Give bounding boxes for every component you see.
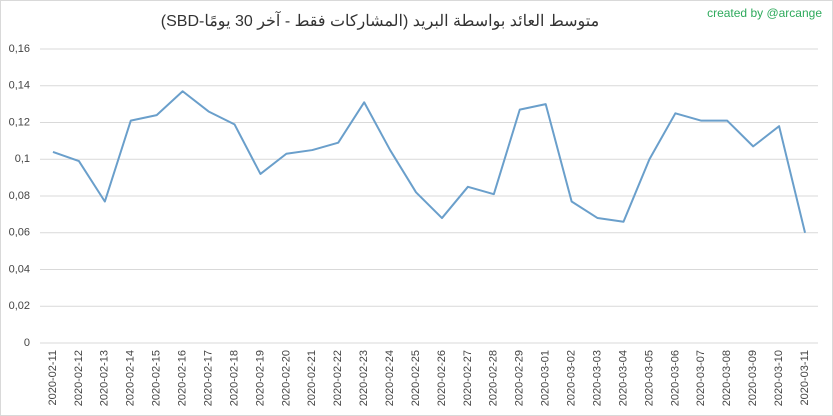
x-tick-label: 2020-02-14	[125, 350, 137, 406]
x-tick-label: 2020-02-28	[488, 350, 500, 406]
x-tick-label: 2020-02-23	[358, 350, 370, 406]
y-tick-label: 0,12	[9, 116, 30, 128]
x-tick-label: 2020-03-02	[566, 350, 578, 406]
x-tick-label: 2020-02-27	[462, 350, 474, 406]
data-line	[52, 90, 807, 233]
x-tick-label: 2020-02-15	[151, 350, 163, 406]
x-tick-label: 2020-02-19	[254, 350, 266, 406]
chart-title: متوسط العائد بواسطة البريد (المشاركات فق…	[161, 10, 599, 30]
x-tick-label: 2020-02-12	[73, 350, 85, 406]
x-tick-label: 2020-03-05	[643, 350, 655, 406]
x-tick-label: 2020-02-24	[384, 350, 396, 406]
y-tick-label: 0,02	[9, 300, 30, 312]
y-tick-label: 0,14	[9, 80, 30, 92]
x-tick-label: 2020-02-20	[280, 350, 292, 406]
x-tick-label: 2020-02-22	[332, 350, 344, 406]
x-tick-label: 2020-02-21	[306, 350, 318, 406]
x-tick-label: 2020-03-11	[799, 350, 811, 405]
x-tick-label: 2020-03-03	[591, 350, 603, 406]
x-tick-label: 2020-03-06	[669, 350, 681, 406]
x-tick-label: 2020-03-04	[617, 350, 629, 406]
x-tick-label: 2020-02-16	[177, 350, 189, 406]
x-tick-label: 2020-02-26	[436, 350, 448, 406]
x-tick-label: 2020-02-11	[47, 350, 59, 405]
x-tick-label: 2020-03-08	[721, 350, 733, 406]
y-tick-label: 0,06	[9, 227, 30, 239]
x-tick-label: 2020-03-09	[747, 350, 759, 406]
y-tick-label: 0,08	[9, 190, 30, 202]
x-tick-label: 2020-03-01	[540, 350, 552, 406]
x-tick-label: 2020-02-29	[514, 350, 526, 406]
annotation: created by @arcange	[707, 6, 822, 20]
x-tick-label: 2020-02-18	[228, 350, 240, 406]
x-tick-label: 2020-02-25	[410, 350, 422, 406]
x-tick-label: 2020-03-10	[773, 350, 785, 406]
x-tick-label: 2020-02-13	[99, 350, 111, 406]
y-tick-label: 0	[24, 337, 30, 349]
x-tick-label: 2020-03-07	[695, 350, 707, 406]
y-tick-label: 0,04	[9, 263, 30, 275]
x-tick-label: 2020-02-17	[202, 350, 214, 406]
y-tick-label: 0,16	[9, 43, 30, 55]
y-tick-label: 0,1	[15, 153, 30, 165]
